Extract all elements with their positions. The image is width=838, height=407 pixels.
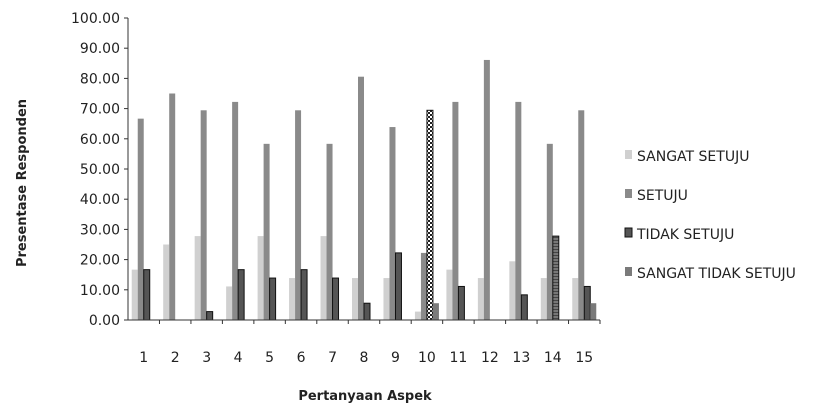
y-tick-label: 40.00 [80, 192, 120, 208]
bar-tidak-setuju-q7 [332, 277, 340, 321]
x-tick-label: 15 [575, 350, 593, 366]
bar-setuju-q6 [295, 110, 302, 320]
bar-sangat-setuju-q6 [289, 278, 296, 320]
y-tick-label: 70.00 [80, 102, 120, 118]
bar-tidak-setuju-q5 [269, 277, 277, 321]
bar-setuju-q2 [169, 93, 176, 320]
bar-tidak-setuju-q9 [394, 252, 402, 321]
bar-setuju-q4 [232, 101, 239, 320]
bar-setuju-q1 [137, 118, 144, 320]
bar-setuju-q10 [420, 252, 427, 320]
bar-sangat-setuju-q11 [446, 269, 453, 320]
y-tick-label: 60.00 [80, 132, 120, 148]
bar-sangat-setuju-q1 [131, 269, 138, 320]
y-axis: 0.00 10.00 20.00 30.00 40.00 50.00 60.00 70.00 8… [71, 11, 129, 329]
bar-setuju-q8 [358, 76, 364, 320]
legend-swatch [624, 227, 633, 238]
x-tick-label: 1 [139, 350, 148, 366]
bar-setuju-q14 [546, 143, 553, 320]
y-tick-label: 20.00 [80, 253, 120, 269]
x-tick-label: 2 [171, 350, 180, 366]
bar-tidak-setuju-q6 [300, 269, 308, 321]
bar-setuju-q5 [263, 143, 270, 320]
plot-area [131, 59, 597, 321]
x-tick-label: 12 [481, 350, 499, 366]
x-tick-label: 9 [391, 350, 400, 366]
bar-tidak-setuju-q13 [520, 294, 528, 321]
bar-tidak-setuju-q8 [363, 302, 371, 321]
bar-tidak-setuju-q14 [552, 235, 560, 321]
bar-tidak-setuju-q4 [237, 269, 245, 321]
x-tick-label: 4 [234, 350, 243, 366]
bar-setuju-q7 [326, 143, 333, 320]
bar-tidak-setuju-q11 [457, 285, 465, 321]
x-tick-label: 3 [202, 350, 211, 366]
x-axis: 1 2 3 4 5 6 7 8 9 10 11 12 13 14 15 [128, 319, 601, 366]
bar-tidak-setuju-q3 [206, 311, 214, 321]
y-tick-label: 10.00 [80, 283, 120, 299]
bar-setuju-q9 [389, 127, 396, 320]
bar-sangat-setuju-q9 [383, 278, 390, 320]
bar-sangat-setuju-q4 [226, 286, 233, 320]
y-tick-label: 50.00 [80, 162, 120, 178]
legend-label: TIDAK SETUJU [636, 227, 734, 243]
bar-tidak-setuju-q15 [583, 285, 591, 321]
legend-swatch [625, 189, 632, 198]
legend-label: SANGAT TIDAK SETUJU [637, 266, 796, 282]
bar-sangat-tidak-setuju-q15 [590, 303, 597, 320]
x-tick-label: 14 [544, 350, 562, 366]
legend-swatch [625, 150, 632, 159]
x-tick-label: 11 [449, 350, 467, 366]
bar-sangat-setuju-q2 [163, 244, 170, 320]
bar-sangat-setuju-q5 [257, 236, 264, 320]
y-tick-label: 80.00 [80, 71, 120, 87]
y-tick-label: 30.00 [80, 222, 120, 238]
y-tick-label: 100.00 [71, 11, 120, 27]
x-tick-label: 10 [418, 350, 436, 366]
legend-label: SETUJU [637, 188, 688, 204]
legend-label: SANGAT SETUJU [637, 149, 749, 165]
bar-setuju-q13 [515, 101, 522, 320]
x-axis-title: Pertanyaan Aspek [298, 389, 432, 404]
y-axis-title: Presentase Responden [15, 99, 30, 267]
bar-sangat-setuju-q12 [477, 278, 484, 320]
bar-sangat-setuju-q10 [414, 311, 421, 320]
x-tick-label: 8 [360, 350, 369, 366]
bar-sangat-setuju-q8 [352, 278, 358, 320]
bar-sangat-setuju-q3 [194, 236, 201, 320]
x-tick-label: 6 [297, 350, 306, 366]
bar-sangat-tidak-setuju-q10 [432, 303, 439, 320]
y-tick-label: 0.00 [89, 313, 120, 329]
bar-tidak-setuju-q1 [143, 269, 151, 321]
bar-setuju-q3 [200, 110, 207, 320]
bar-sangat-setuju-q15 [572, 278, 579, 320]
bar-setuju-q11 [452, 101, 459, 320]
x-tick-label: 7 [328, 350, 337, 366]
bar-tidak-setuju-q10 [426, 109, 434, 321]
x-tick-label: 13 [512, 350, 530, 366]
bar-setuju-q15 [578, 110, 585, 320]
y-tick-label: 90.00 [80, 41, 120, 57]
bar-sangat-setuju-q14 [540, 278, 547, 320]
bar-sangat-setuju-q13 [509, 261, 516, 320]
legend-swatch [625, 267, 632, 276]
legend: SANGAT SETUJU SETUJU TIDAK SETUJU SANGAT TI… [624, 149, 796, 282]
bar-sangat-setuju-q7 [320, 236, 327, 320]
x-tick-label: 5 [265, 350, 274, 366]
bar-setuju-q12 [483, 59, 490, 320]
